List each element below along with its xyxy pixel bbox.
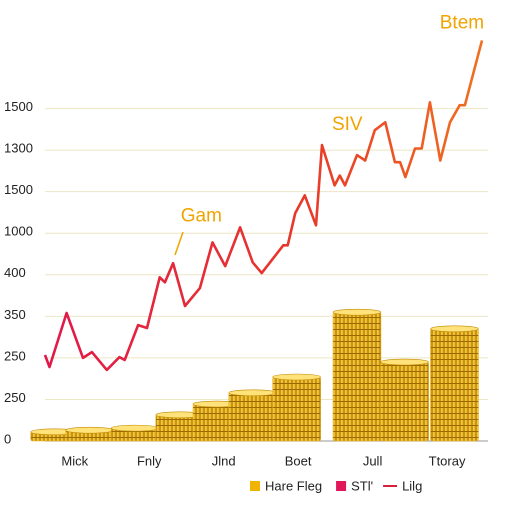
legend-swatch [336,481,347,491]
annotation-pointer [174,231,184,256]
x-tick-label: Jlnd [212,453,236,468]
coin-stack [430,328,479,442]
y-tick-label: 1500 [4,99,33,114]
line-layer [43,40,484,372]
legend-label: STl' [351,478,373,493]
coin-stack [332,311,382,442]
y-tick-label: 1300 [4,141,33,156]
y-tick-label: 1000 [4,224,33,239]
y-tick-label: 1500 [4,182,33,197]
labels: 0 250 250 350 400 1000 1500 1300 1500 Mick Fnly Jln… [4,12,484,493]
coin-top [430,325,479,333]
coin-top [228,389,278,397]
coin-top [65,426,114,434]
x-tick-label: Ttoray [429,453,466,468]
line-series [43,40,484,372]
coin-top [332,308,382,316]
coin-top [380,358,429,366]
x-tick-label: Fnly [137,453,162,468]
legend-swatch [250,481,260,491]
annotation: Btem [440,12,484,33]
y-tick-label: 250 [4,348,26,363]
x-tick-label: Jull [363,453,383,468]
annotation: SIV [332,114,363,135]
coin-top [272,373,321,381]
y-tick-label: 350 [4,307,26,322]
y-tick-label: 250 [4,390,26,405]
x-tick-label: Mick [61,453,88,468]
y-tick-label: 0 [4,431,11,446]
coin-top [110,424,160,432]
y-tick-label: 400 [4,265,26,280]
annotation: Gam [181,206,222,227]
coin-stack [272,376,321,442]
legend-label: Hare Fleg [265,478,322,493]
x-tick-label: Boet [285,453,312,468]
legend-label: Lilg [402,478,422,493]
coin-stack [380,361,429,442]
coin-stack [228,392,277,442]
coin-stacks [30,308,479,442]
